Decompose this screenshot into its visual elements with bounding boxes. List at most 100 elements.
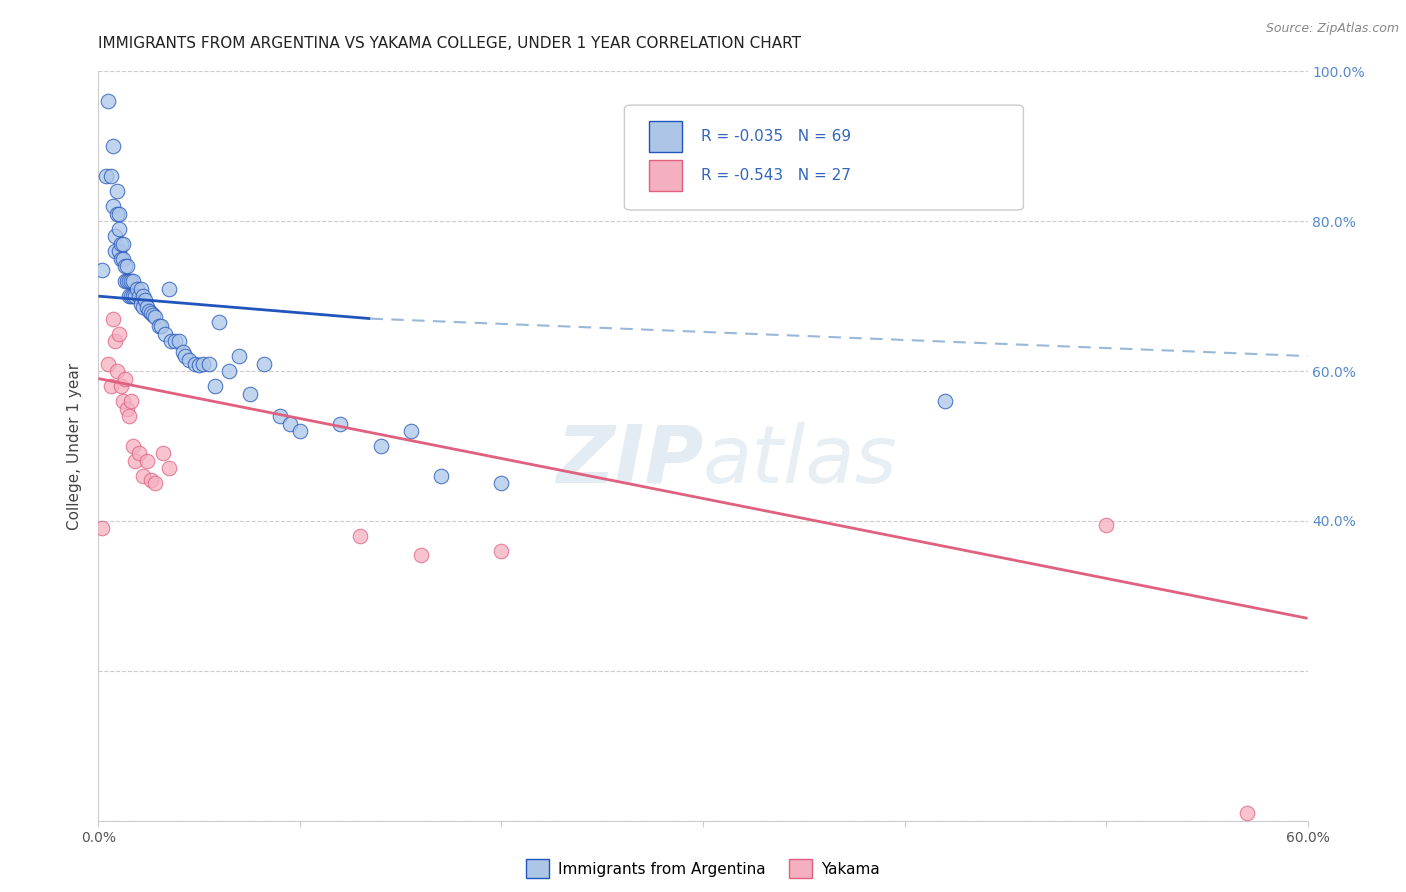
Y-axis label: College, Under 1 year: College, Under 1 year: [67, 362, 83, 530]
Point: [97, 95, 120, 109]
Point: [491, 476, 513, 491]
Point: [934, 394, 956, 409]
Point: [128, 289, 150, 303]
Point: [163, 334, 186, 348]
Point: [132, 301, 155, 315]
Point: [107, 221, 129, 235]
Point: [121, 439, 143, 453]
Point: [179, 352, 201, 367]
Point: [110, 252, 132, 266]
Point: [149, 319, 172, 334]
Point: [121, 274, 143, 288]
Text: R = -0.035   N = 69: R = -0.035 N = 69: [700, 129, 851, 144]
Point: [188, 358, 211, 372]
Point: [139, 473, 162, 487]
Point: [101, 199, 124, 213]
Point: [110, 236, 132, 251]
Point: [101, 311, 124, 326]
Point: [118, 409, 141, 423]
Point: [142, 308, 165, 322]
Text: atlas: atlas: [703, 422, 898, 500]
Point: [152, 446, 174, 460]
Point: [198, 357, 221, 371]
Point: [100, 379, 122, 393]
Point: [184, 357, 207, 371]
Point: [91, 263, 114, 277]
Point: [138, 304, 160, 318]
Point: [132, 289, 155, 303]
Point: [111, 252, 134, 266]
Point: [193, 357, 215, 371]
Point: [288, 424, 311, 438]
Point: [103, 334, 125, 348]
Point: [105, 207, 128, 221]
Point: [135, 454, 157, 468]
Point: [160, 334, 183, 348]
FancyBboxPatch shape: [624, 105, 1024, 210]
Point: [174, 349, 197, 363]
Point: [253, 357, 276, 371]
Legend: Immigrants from Argentina, Yakama: Immigrants from Argentina, Yakama: [520, 854, 886, 884]
Point: [120, 394, 142, 409]
Point: [114, 259, 136, 273]
Point: [115, 401, 138, 416]
Point: [115, 259, 138, 273]
Point: [118, 289, 141, 303]
Point: [124, 289, 146, 303]
Text: R = -0.543   N = 27: R = -0.543 N = 27: [700, 168, 851, 183]
Point: [103, 229, 125, 244]
Point: [115, 274, 138, 288]
Point: [107, 244, 129, 259]
Point: [218, 364, 240, 378]
Point: [91, 521, 114, 535]
Point: [143, 310, 166, 325]
Point: [129, 282, 152, 296]
Point: [329, 417, 352, 431]
Point: [139, 305, 162, 319]
Point: [491, 544, 513, 558]
Point: [157, 282, 180, 296]
Point: [409, 548, 432, 562]
FancyBboxPatch shape: [648, 120, 682, 153]
Point: [239, 386, 262, 401]
Point: [120, 274, 142, 288]
Point: [129, 296, 152, 310]
Point: [148, 319, 170, 334]
Point: [269, 409, 291, 423]
Point: [103, 244, 125, 259]
Point: [96, 169, 118, 184]
Point: [111, 394, 134, 409]
Point: [153, 326, 176, 341]
Point: [101, 139, 124, 153]
Point: [430, 469, 453, 483]
Point: [107, 207, 129, 221]
Point: [111, 236, 134, 251]
Point: [370, 439, 392, 453]
Point: [278, 417, 301, 431]
Point: [128, 446, 150, 460]
Point: [143, 476, 166, 491]
Point: [1095, 517, 1118, 532]
Point: [100, 169, 122, 184]
Point: [105, 184, 128, 198]
Point: [105, 364, 128, 378]
Point: [118, 274, 141, 288]
FancyBboxPatch shape: [648, 160, 682, 191]
Point: [107, 326, 129, 341]
Point: [114, 371, 136, 385]
Point: [134, 293, 156, 307]
Point: [1236, 806, 1258, 821]
Text: IMMIGRANTS FROM ARGENTINA VS YAKAMA COLLEGE, UNDER 1 YEAR CORRELATION CHART: IMMIGRANTS FROM ARGENTINA VS YAKAMA COLL…: [98, 36, 801, 51]
Point: [349, 529, 371, 543]
Point: [97, 357, 120, 371]
Point: [121, 289, 143, 303]
Point: [228, 349, 250, 363]
Point: [204, 379, 226, 393]
Point: [114, 274, 136, 288]
Point: [124, 454, 146, 468]
Point: [208, 315, 231, 329]
Point: [167, 334, 190, 348]
Point: [399, 424, 422, 438]
Point: [120, 289, 142, 303]
Point: [135, 301, 157, 315]
